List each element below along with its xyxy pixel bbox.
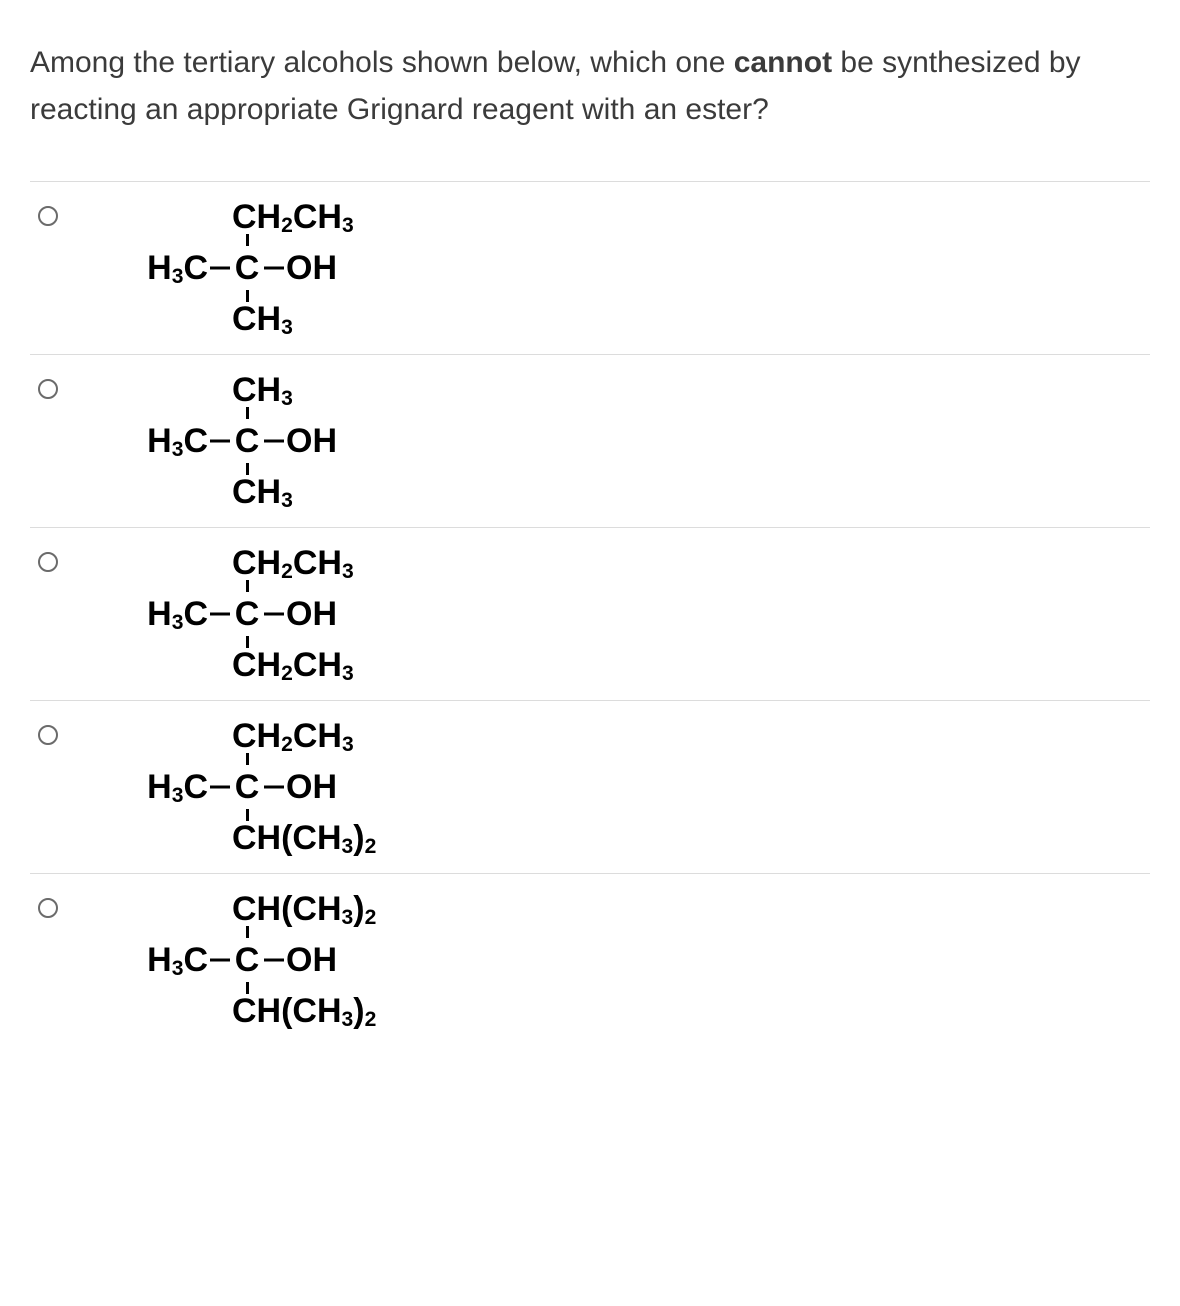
structure-bottom-group: CH(CH3)2 [110, 994, 376, 1028]
bond-vertical-bottom [246, 982, 249, 994]
chemical-structure: CH2CH3 H3C C OH CH(CH3)2 [110, 719, 376, 855]
structure-right-substituent: OH [286, 424, 337, 458]
structure-bottom-group: CH3 [110, 302, 354, 336]
option-row[interactable]: CH2CH3 H3C C OH CH2CH3 [30, 528, 1150, 701]
structure-middle-row: H3C C OH [110, 936, 376, 984]
structure-top-group: CH2CH3 [110, 200, 354, 234]
chemical-structure: CH(CH3)2 H3C C OH CH(CH3)2 [110, 892, 376, 1028]
structure-top-group: CH(CH3)2 [110, 892, 376, 926]
chemical-structure: CH3 H3C C OH CH3 [110, 373, 337, 509]
structure-bottom-substituent: CH(CH3)2 [232, 994, 376, 1028]
structure-bottom-group: CH(CH3)2 [110, 821, 376, 855]
structure-bottom-substituent: CH3 [232, 302, 293, 336]
structure-left-substituent: H3C [110, 943, 208, 977]
structure-middle-row: H3C C OH [110, 763, 376, 811]
structure-bottom-substituent: CH(CH3)2 [232, 821, 376, 855]
options-list: CH2CH3H3CCOHCH3CH3H3CCOHCH3CH2CH3H3CCOHC… [30, 181, 1150, 1046]
structure-center-carbon: C [232, 424, 262, 458]
radio-button[interactable] [38, 552, 58, 572]
structure-right-substituent: OH [286, 597, 337, 631]
structure-right-substituent: OH [286, 251, 337, 285]
bond-vertical-top [246, 753, 249, 765]
structure-right-substituent: OH [286, 943, 337, 977]
option-row[interactable]: CH2CH3 H3C C OH CH(CH3)2 [30, 701, 1150, 874]
structure-left-substituent: H3C [110, 424, 208, 458]
option-row[interactable]: CH3 H3C C OH CH3 [30, 355, 1150, 528]
structure-middle-row: H3C C OH [110, 417, 337, 465]
structure-top-substituent: CH3 [232, 373, 293, 407]
structure-center-carbon: C [232, 770, 262, 804]
structure-right-substituent: OH [286, 770, 337, 804]
bond-vertical-top [246, 234, 249, 246]
structure-middle-row: H3C C OH [110, 244, 354, 292]
structure-top-group: CH2CH3 [110, 546, 354, 580]
structure-bottom-substituent: CH3 [232, 475, 293, 509]
structure-top-substituent: CH2CH3 [232, 719, 354, 753]
structure-middle-row: H3C C OH [110, 590, 354, 638]
chemical-structure: CH2CH3 H3C C OH CH2CH3 [110, 546, 354, 682]
bond-vertical-bottom [246, 636, 249, 648]
structure-left-substituent: H3C [110, 251, 208, 285]
structure-top-group: CH3 [110, 373, 337, 407]
structure-bottom-substituent: CH2CH3 [232, 648, 354, 682]
structure-bottom-group: CH3 [110, 475, 337, 509]
radio-button[interactable] [38, 725, 58, 745]
bond-vertical-top [246, 580, 249, 592]
structure-left-substituent: H3C [110, 770, 208, 804]
question-strong: cannot [734, 46, 832, 79]
bond-vertical-top [246, 926, 249, 938]
structure-center-carbon: C [232, 597, 262, 631]
structure-bottom-group: CH2CH3 [110, 648, 354, 682]
structure-top-group: CH2CH3 [110, 719, 376, 753]
option-row[interactable]: CH2CH3 H3C C OH CH3 [30, 182, 1150, 355]
chemical-structure: CH2CH3 H3C C OH CH3 [110, 200, 354, 336]
bond-vertical-bottom [246, 809, 249, 821]
structure-center-carbon: C [232, 943, 262, 977]
option-row[interactable]: CH(CH3)2 H3C C OH CH(CH3)2 [30, 874, 1150, 1046]
bond-vertical-bottom [246, 290, 249, 302]
radio-button[interactable] [38, 898, 58, 918]
structure-left-substituent: H3C [110, 597, 208, 631]
question-text: Among the tertiary alcohols shown below,… [30, 40, 1150, 133]
structure-top-substituent: CH(CH3)2 [232, 892, 376, 926]
bond-vertical-top [246, 407, 249, 419]
structure-top-substituent: CH2CH3 [232, 546, 354, 580]
question-before: Among the tertiary alcohols shown below,… [30, 46, 734, 79]
bond-vertical-bottom [246, 463, 249, 475]
radio-button[interactable] [38, 379, 58, 399]
structure-top-substituent: CH2CH3 [232, 200, 354, 234]
structure-center-carbon: C [232, 251, 262, 285]
radio-button[interactable] [38, 206, 58, 226]
